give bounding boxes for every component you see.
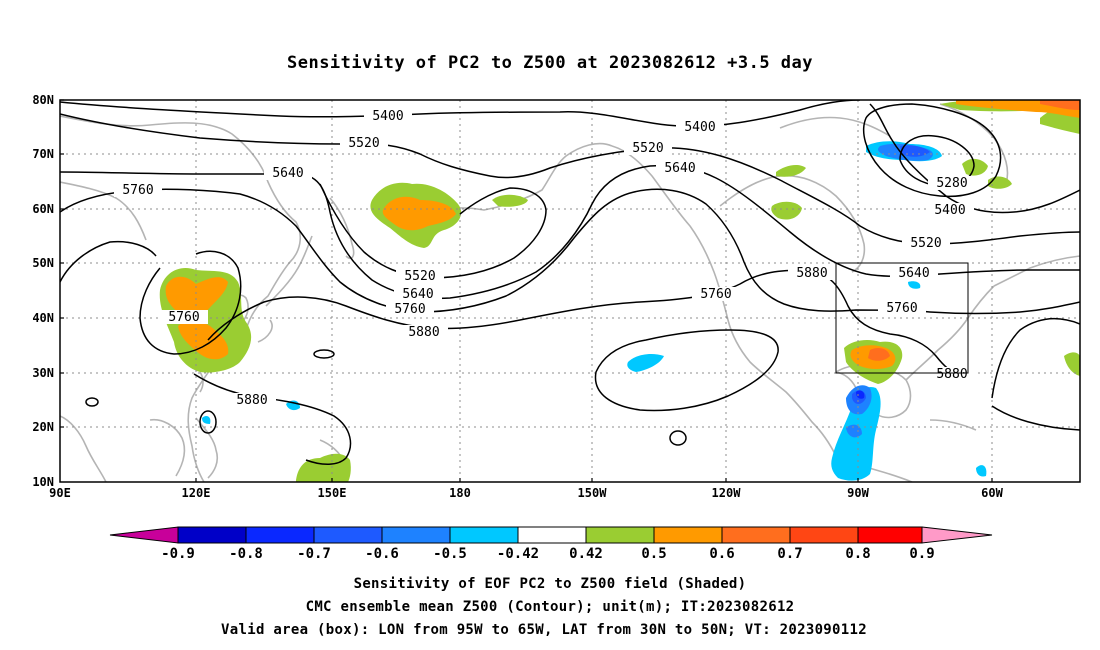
colorbar-label: 0.5	[641, 546, 666, 562]
contour-label: 5520	[632, 141, 663, 156]
longitude-labels: 90E 120E 150E 180 150W 120W 90W 60W	[49, 486, 1003, 500]
contour-label: 5640	[272, 166, 303, 181]
shade-darkorange	[1040, 100, 1080, 110]
lat-label: 50N	[32, 256, 54, 270]
colorbar-label: 0.7	[777, 546, 802, 562]
contour-label: 5520	[404, 269, 435, 284]
shade-mediumblue	[846, 424, 862, 438]
colorbar-label: 0.8	[845, 546, 870, 562]
contour-label: 5640	[898, 266, 929, 281]
lon-label: 180	[449, 486, 471, 500]
contour-label: 5880	[796, 266, 827, 281]
shade-lightblue	[976, 465, 987, 477]
contour-label: 5400	[372, 109, 403, 124]
lat-label: 80N	[32, 93, 54, 107]
caption-line-1: Sensitivity of EOF PC2 to Z500 field (Sh…	[354, 576, 747, 592]
valid-area-box	[835, 262, 969, 374]
colorbar-over-triangle	[921, 526, 993, 544]
lon-label: 90W	[847, 486, 869, 500]
colorbar-segment	[313, 526, 383, 544]
shade-green	[962, 158, 988, 176]
contour-label: 5880	[408, 325, 439, 340]
gridlines	[60, 100, 1080, 482]
shade-deepblue	[856, 390, 865, 399]
colorbar-segment	[177, 526, 247, 544]
colorbar-label: -0.42	[497, 546, 539, 562]
caption-line-2: CMC ensemble mean Z500 (Contour); unit(m…	[306, 599, 795, 615]
shade-lightblue	[908, 281, 921, 289]
lon-label: 150W	[578, 486, 608, 500]
contour-label: 5520	[348, 136, 379, 151]
colorbar-segment	[585, 526, 655, 544]
contour-label: 5640	[664, 161, 695, 176]
contour-label: 5760	[122, 183, 153, 198]
colorbar-label: -0.8	[229, 546, 263, 562]
shade-lightblue	[627, 354, 664, 372]
shade-orange	[165, 276, 228, 320]
colorbar-label: 0.42	[569, 546, 603, 562]
colorbar-segment	[245, 526, 315, 544]
caption-line-3: Valid area (box): LON from 95W to 65W, L…	[221, 622, 867, 638]
shade-green	[492, 194, 528, 207]
lon-label: 150E	[318, 486, 347, 500]
map-panel: 5400 5400 5400 5520 5520 5520 5520 5640 …	[32, 93, 1081, 500]
lon-label: 120E	[182, 486, 211, 500]
lat-label: 40N	[32, 311, 54, 325]
contour-label: 5880	[936, 367, 967, 382]
colorbar-labels: -0.9 -0.8 -0.7 -0.6 -0.5 -0.42 0.42 0.5 …	[161, 546, 935, 562]
colorbar-label: 0.6	[709, 546, 734, 562]
colorbar-label: 0.9	[909, 546, 934, 562]
shade-lightblue	[202, 416, 211, 424]
contour-label: 5640	[402, 287, 433, 302]
contour-label: 5760	[700, 287, 731, 302]
tick-marks	[60, 99, 993, 482]
contour-label: 5760	[168, 310, 199, 325]
lat-label: 20N	[32, 420, 54, 434]
shade-darkorange	[868, 348, 890, 361]
contour-labels: 5400 5400 5400 5520 5520 5520 5520 5640 …	[114, 109, 976, 408]
map-frame	[59, 99, 1081, 483]
colorbar-under-triangle	[109, 526, 179, 544]
contour-label: 5760	[886, 301, 917, 316]
shade-green	[1064, 352, 1080, 376]
lat-label: 10N	[32, 475, 54, 489]
lon-label: 120W	[712, 486, 742, 500]
colorbar-segment	[517, 526, 587, 544]
latitude-labels: 80N 70N 60N 50N 40N 30N 20N 10N	[32, 93, 54, 489]
colorbar-segment	[857, 526, 923, 544]
colorbar-label: -0.5	[433, 546, 467, 562]
colorbar-label: -0.9	[161, 546, 195, 562]
shade-orange	[382, 196, 456, 231]
shade-green	[776, 165, 806, 177]
colorbar-segment	[721, 526, 791, 544]
colorbar-segment	[449, 526, 519, 544]
lat-label: 70N	[32, 147, 54, 161]
shade-green	[771, 201, 802, 220]
contour-label: 5520	[910, 236, 941, 251]
map-title: Sensitivity of PC2 to Z500 at 2023082612…	[287, 53, 813, 73]
colorbar-segment	[789, 526, 859, 544]
lon-label: 60W	[981, 486, 1003, 500]
colorbar-segment	[653, 526, 723, 544]
colorbar-label: -0.7	[297, 546, 331, 562]
lon-label: 90E	[49, 486, 71, 500]
contour-label: 5400	[684, 120, 715, 135]
shade-orange	[178, 320, 229, 360]
colorbar: -0.9 -0.8 -0.7 -0.6 -0.5 -0.42 0.42 0.5 …	[109, 526, 993, 562]
lat-label: 60N	[32, 202, 54, 216]
lat-label: 30N	[32, 366, 54, 380]
colorbar-segment	[381, 526, 451, 544]
colorbar-label: -0.6	[365, 546, 399, 562]
contour-label: 5280	[936, 176, 967, 191]
contour-label: 5880	[236, 393, 267, 408]
contour-label: 5400	[934, 203, 965, 218]
contour-label: 5760	[394, 302, 425, 317]
